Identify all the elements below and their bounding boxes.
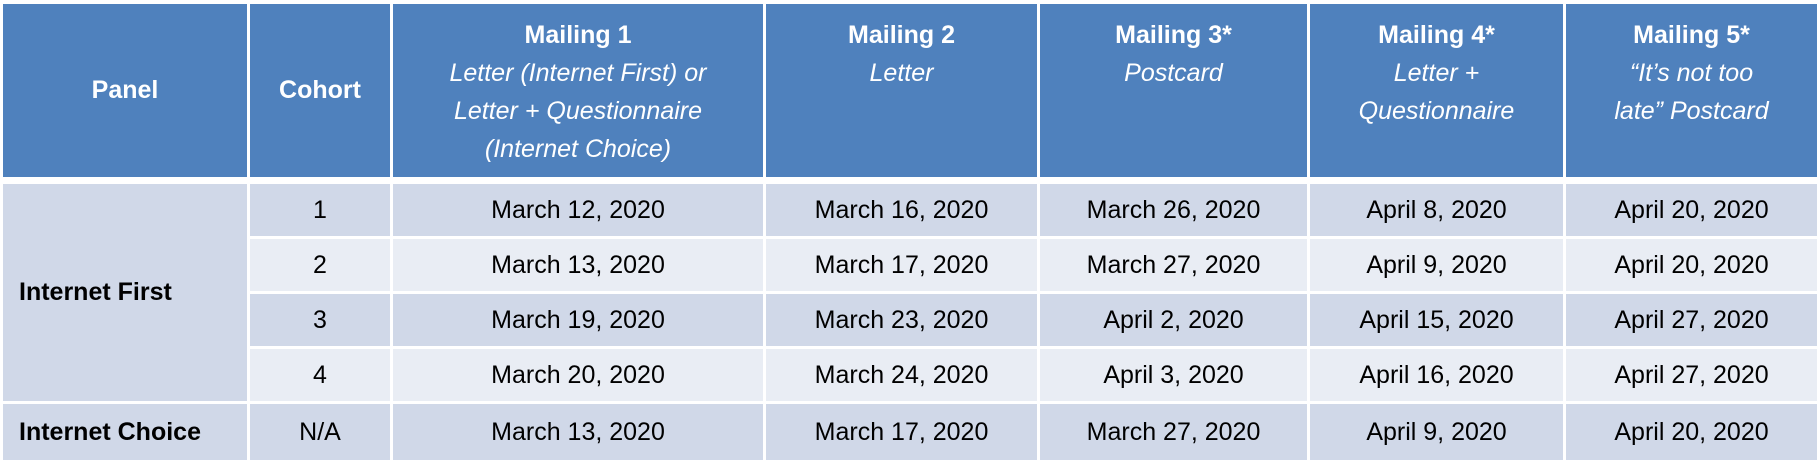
mailing-3-date: March 26, 2020 [1040,184,1307,236]
mailing-5-date: April 27, 2020 [1566,349,1817,401]
mailing-3-date: March 27, 2020 [1040,404,1307,460]
mailing-2-date: March 17, 2020 [766,404,1037,460]
mailing-4-date: April 9, 2020 [1310,239,1563,291]
header-row: Panel Cohort Mailing 1 Letter (Internet … [3,4,1817,177]
mailing-4-date: April 16, 2020 [1310,349,1563,401]
header-panel: Panel [3,4,247,177]
table-row: 2 March 13, 2020 March 17, 2020 March 27, 2… [3,239,1817,291]
header-cohort: Cohort [250,4,390,177]
cohort-cell: 2 [250,239,390,291]
cohort-cell: N/A [250,404,390,460]
mailing-4-date: April 9, 2020 [1310,404,1563,460]
table-row: 4 March 20, 2020 March 24, 2020 April 3, 20… [3,349,1817,401]
mailing-3-date: April 3, 2020 [1040,349,1307,401]
mailing-2-date: March 17, 2020 [766,239,1037,291]
panel-cell: Internet First [3,184,247,401]
cohort-cell: 1 [250,184,390,236]
mailing-1-date: March 13, 2020 [393,404,763,460]
mailing-5-date: April 27, 2020 [1566,294,1817,346]
cohort-cell: 4 [250,349,390,401]
header-mailing-5: Mailing 5* “It’s not too late” Postcard [1566,4,1817,177]
mailing-5-date: April 20, 2020 [1566,239,1817,291]
header-gap [3,180,1817,181]
mailing-1-date: March 19, 2020 [393,294,763,346]
header-mailing-4: Mailing 4* Letter + Questionnaire [1310,4,1563,177]
mailing-5-date: April 20, 2020 [1566,184,1817,236]
table-row: Internet First 1 March 12, 2020 March 16, 2… [3,184,1817,401]
cohort-cell: 3 [250,294,390,346]
panel-cell: Internet Choice [3,404,247,460]
header-mailing-2: Mailing 2 Letter [766,4,1037,177]
header-mailing-1: Mailing 1 Letter (Internet First) or Let… [393,4,763,177]
table-row: Internet Choice N/A March 13, 2020 March 17… [3,404,1817,460]
mailing-2-date: March 24, 2020 [766,349,1037,401]
mailing-5-date: April 20, 2020 [1566,404,1817,460]
mailing-3-date: April 2, 2020 [1040,294,1307,346]
mailing-1-date: March 20, 2020 [393,349,763,401]
mailing-4-date: April 8, 2020 [1310,184,1563,236]
mailing-4-date: April 15, 2020 [1310,294,1563,346]
mailing-1-date: March 12, 2020 [393,184,763,236]
mailing-2-date: March 23, 2020 [766,294,1037,346]
table-row: 3 March 19, 2020 March 23, 2020 April 2, 20… [3,294,1817,346]
mailing-3-date: March 27, 2020 [1040,239,1307,291]
header-mailing-3: Mailing 3* Postcard [1040,4,1307,177]
mailing-1-date: March 13, 2020 [393,239,763,291]
mailing-2-date: March 16, 2020 [766,184,1037,236]
